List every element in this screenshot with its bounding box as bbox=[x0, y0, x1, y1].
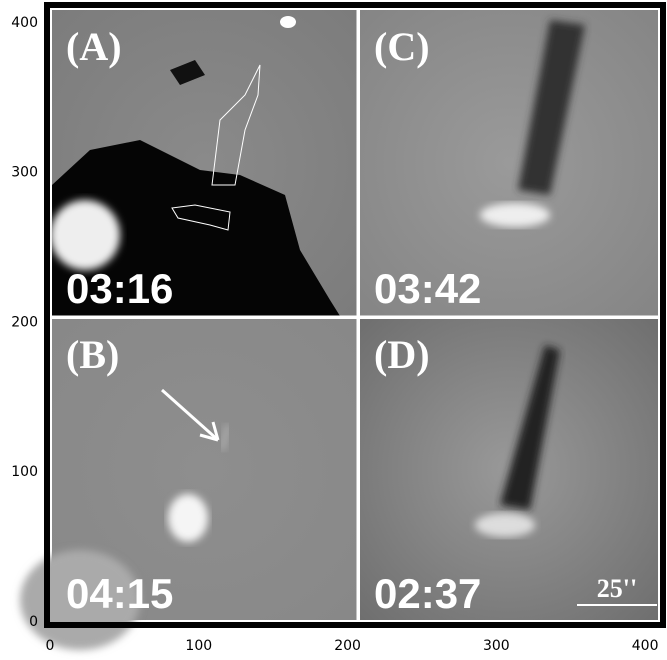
panel-label: (B) bbox=[66, 332, 119, 377]
panel-label: (D) bbox=[374, 332, 430, 377]
bright-region bbox=[475, 513, 535, 537]
panel-label: (A) bbox=[66, 24, 122, 69]
x-tick-label: 0 bbox=[46, 638, 55, 654]
panel-label: (C) bbox=[374, 24, 430, 69]
y-tick-label: 100 bbox=[11, 464, 38, 480]
figure: (A) (C) (B) (D) 03:16 03:42 04:15 02:37 … bbox=[0, 0, 667, 660]
panel-time: 04:15 bbox=[66, 570, 173, 617]
y-tick-label: 300 bbox=[11, 165, 38, 181]
x-tick-label: 400 bbox=[632, 638, 659, 654]
image-panels bbox=[20, 8, 660, 650]
bright-region bbox=[480, 203, 550, 227]
x-tick-label: 300 bbox=[483, 638, 510, 654]
y-tick-label: 200 bbox=[11, 314, 38, 330]
scale-bar-label: 25'' bbox=[597, 574, 637, 603]
x-tick-label: 200 bbox=[334, 638, 361, 654]
bright-point bbox=[280, 16, 296, 28]
x-tick-label: 100 bbox=[185, 638, 212, 654]
panel-time: 03:42 bbox=[374, 265, 481, 312]
panel-time: 03:16 bbox=[66, 265, 173, 312]
panel-time: 02:37 bbox=[374, 570, 481, 617]
bright-region bbox=[168, 494, 208, 542]
bright-region bbox=[50, 200, 120, 270]
y-tick-label: 400 bbox=[11, 15, 38, 31]
y-tick-label: 0 bbox=[29, 614, 38, 630]
